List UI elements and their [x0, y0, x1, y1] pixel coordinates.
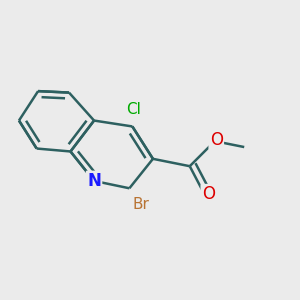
Text: Br: Br: [133, 197, 150, 212]
Text: N: N: [87, 172, 101, 190]
Text: O: O: [202, 185, 215, 203]
Text: Cl: Cl: [126, 102, 141, 117]
Text: O: O: [210, 131, 223, 149]
